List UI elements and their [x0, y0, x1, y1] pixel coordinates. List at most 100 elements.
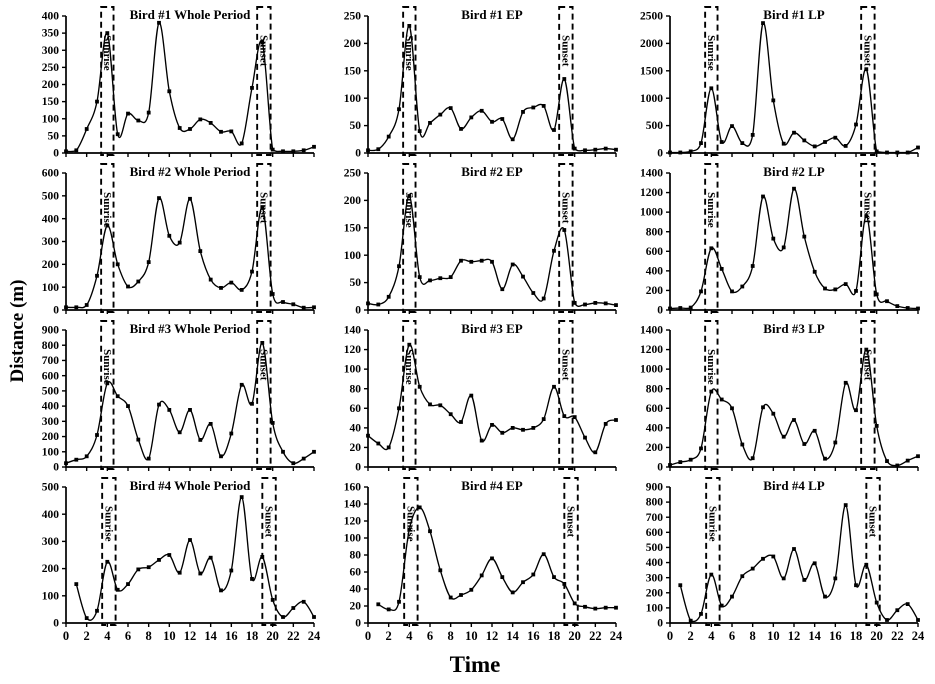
- y-tick-label: 800: [646, 383, 664, 395]
- data-point: [281, 615, 285, 619]
- data-point: [678, 583, 683, 588]
- data-point: [198, 438, 203, 442]
- sunset-window: [256, 6, 272, 156]
- data-point: [709, 86, 714, 91]
- data-point: [312, 144, 316, 149]
- data-point: [688, 457, 693, 462]
- y-tick-label: 200: [42, 431, 60, 443]
- y-tick-label: 60: [350, 403, 362, 415]
- data-point: [448, 412, 453, 417]
- data-point: [719, 603, 724, 608]
- data-point: [239, 382, 244, 387]
- x-tick-label: 6: [125, 629, 131, 643]
- sunset-label: Sunset: [861, 192, 873, 224]
- data-point: [208, 422, 213, 426]
- y-tick-label: 0: [355, 462, 361, 474]
- y-tick-label: 300: [42, 416, 60, 428]
- data-point: [157, 402, 161, 407]
- data-point: [386, 607, 391, 612]
- data-point: [74, 582, 79, 586]
- data-point: [521, 427, 525, 432]
- y-tick-label: 500: [42, 482, 60, 494]
- data-point: [188, 127, 192, 131]
- x-tick-label: 24: [912, 629, 925, 643]
- data-point: [781, 141, 786, 146]
- y-tick-label: 0: [53, 305, 59, 317]
- x-tick-label: 12: [184, 629, 197, 643]
- y-tick-label: 500: [42, 190, 60, 202]
- data-point: [479, 573, 484, 578]
- data-point: [510, 426, 515, 430]
- data-point: [761, 21, 765, 25]
- data-point: [407, 527, 412, 532]
- data-point: [95, 99, 99, 104]
- data-point: [541, 104, 546, 108]
- data-point: [761, 405, 765, 410]
- data-point: [428, 121, 432, 125]
- y-tick-label: 100: [42, 113, 60, 125]
- data-point: [688, 305, 693, 310]
- chart-svg: 0 200 400 600 800 1000 1200 1400 Sunrise Sunset Bi…: [640, 163, 920, 317]
- data-point: [740, 574, 745, 579]
- data-point: [198, 249, 203, 253]
- y-tick-label: 40: [350, 422, 362, 434]
- data-point: [448, 106, 453, 110]
- y-tick-label: 0: [355, 148, 361, 160]
- y-tick-label: 1400: [640, 168, 663, 180]
- data-point: [397, 107, 401, 112]
- x-tick-label: 14: [506, 629, 519, 643]
- y-tick-label: 100: [42, 282, 60, 294]
- y-tick-label: 2500: [640, 11, 663, 23]
- subplot-title: Bird #3 LP: [763, 321, 824, 336]
- data-point: [136, 567, 141, 572]
- y-tick-label: 100: [344, 93, 362, 105]
- y-tick-label: 350: [42, 28, 60, 40]
- y-tick-label: 140: [344, 499, 362, 511]
- data-point: [885, 618, 889, 622]
- data-point: [281, 300, 285, 304]
- data-point: [301, 599, 306, 604]
- data-point: [126, 284, 130, 289]
- y-tick-label: 50: [350, 277, 362, 289]
- data-point: [500, 575, 505, 579]
- data-point: [291, 149, 296, 154]
- data-point: [916, 454, 920, 459]
- data-point: [500, 430, 505, 435]
- data-point: [916, 306, 920, 311]
- data-point: [84, 616, 89, 620]
- data-point: [417, 384, 422, 389]
- data-line: [367, 25, 617, 152]
- subplot-title: Bird #1 LP: [763, 7, 824, 22]
- data-point: [301, 305, 306, 310]
- data-point: [208, 277, 213, 282]
- data-point: [146, 565, 151, 570]
- data-point: [843, 380, 848, 385]
- y-tick-label: 900: [646, 482, 664, 494]
- data-point: [521, 274, 525, 279]
- data-point: [136, 118, 141, 123]
- data-point: [583, 435, 587, 440]
- data-point: [541, 296, 546, 301]
- sunset-window: [256, 163, 272, 313]
- data-point: [895, 150, 900, 155]
- data-point: [177, 570, 182, 575]
- sunset-label: Sunset: [565, 506, 577, 538]
- data-point: [115, 262, 120, 267]
- y-tick-label: 150: [344, 222, 362, 234]
- y-tick-label: 600: [42, 168, 60, 180]
- x-tick-label: 6: [427, 629, 433, 643]
- data-point: [730, 594, 734, 599]
- data-point: [167, 553, 172, 557]
- data-point: [376, 147, 381, 152]
- data-point: [792, 547, 796, 551]
- data-point: [219, 454, 223, 459]
- subplot-bird1-ep: 0 50 100 150 200 250 Sunrise Sunset Bird #1 EP: [322, 4, 624, 161]
- sunrise-window: [704, 163, 719, 313]
- data-point: [562, 582, 567, 586]
- x-tick-label: 20: [870, 629, 883, 643]
- data-point: [146, 456, 151, 461]
- data-point: [699, 612, 703, 616]
- data-point: [301, 456, 306, 461]
- sunset-label: Sunset: [559, 349, 571, 381]
